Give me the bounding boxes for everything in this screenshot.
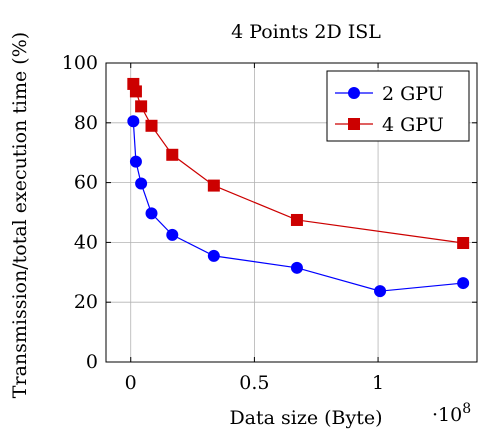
- y-tick-label: 20: [74, 291, 98, 313]
- data-point: [135, 100, 148, 113]
- data-point: [129, 85, 142, 98]
- data-point: [127, 115, 140, 128]
- data-point: [374, 285, 387, 298]
- y-axis-label: Transmission/total execution time (%): [9, 32, 31, 398]
- x-axis-label: Data size (Byte): [229, 407, 382, 429]
- legend-marker: [348, 87, 360, 99]
- data-point: [207, 249, 220, 262]
- y-tick-label: 0: [86, 351, 98, 373]
- series-4-gpu: [127, 77, 470, 249]
- data-point: [129, 155, 142, 168]
- y-axis-ticks: 0 20 40 60 80 100: [62, 52, 477, 373]
- series-2-gpu: [127, 115, 470, 298]
- y-tick-label: 100: [62, 52, 98, 74]
- data-point: [166, 228, 179, 241]
- chart-title: 4 Points 2D ISL: [231, 21, 381, 43]
- x-axis-multiplier: ·108: [432, 401, 471, 426]
- plot-frame: [105, 62, 478, 363]
- y-tick-label: 40: [74, 231, 98, 253]
- data-point: [135, 177, 148, 190]
- y-tick-label: 80: [74, 112, 98, 134]
- data-point: [145, 119, 158, 132]
- data-point: [457, 277, 470, 290]
- data-point: [290, 261, 303, 274]
- data-point: [166, 148, 179, 161]
- x-axis-ticks: 0 0.5 1: [125, 63, 384, 394]
- x-tick-label: 1: [372, 372, 384, 394]
- x-tick-label: 0.5: [239, 372, 269, 394]
- data-point: [290, 213, 303, 226]
- x-axis-multiplier-exponent: 8: [462, 401, 471, 417]
- data-point: [145, 207, 158, 220]
- legend-label: 2 GPU: [382, 83, 444, 105]
- legend-label: 4 GPU: [382, 114, 444, 136]
- x-axis-multiplier-base: ·10: [432, 404, 462, 426]
- series-layer: [127, 77, 470, 298]
- legend-marker: [348, 118, 360, 130]
- data-point: [457, 236, 470, 249]
- x-tick-label: 0: [125, 372, 137, 394]
- data-point: [207, 179, 220, 192]
- y-tick-label: 60: [74, 172, 98, 194]
- legend: 2 GPU 4 GPU: [326, 70, 470, 142]
